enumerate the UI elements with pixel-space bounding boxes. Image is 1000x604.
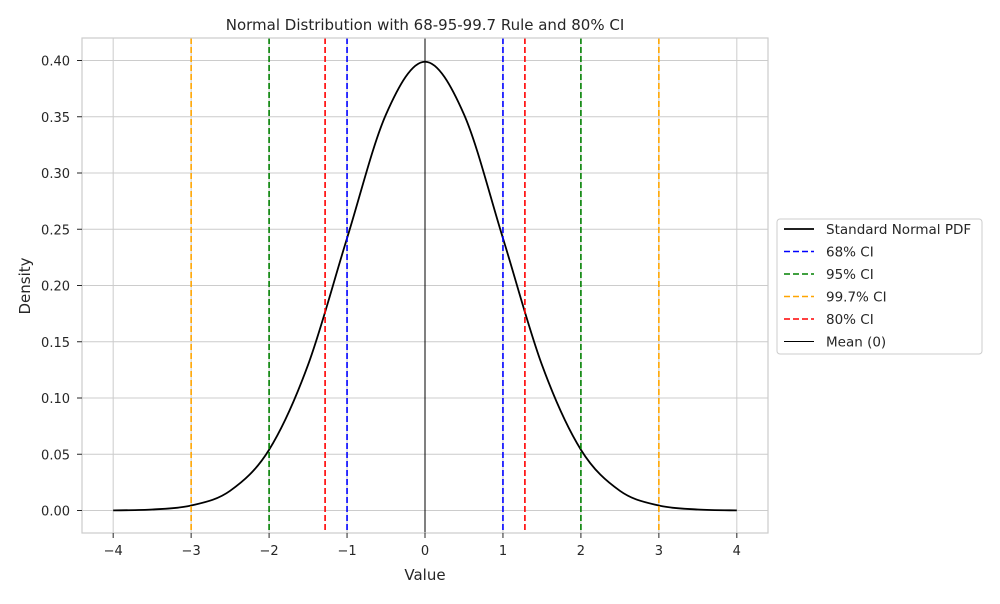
- x-tick-label: −2: [260, 544, 279, 559]
- y-tick-label: 0.40: [41, 55, 70, 70]
- legend-box: [776, 218, 983, 355]
- plot-marks: [113, 38, 737, 533]
- chart-title: Normal Distribution with 68-95-99.7 Rule…: [226, 16, 625, 34]
- x-tick-label: 4: [733, 544, 741, 559]
- x-tick-label: 3: [655, 544, 663, 559]
- y-axis-label: Density: [16, 257, 34, 314]
- legend-label: Standard Normal PDF: [826, 222, 971, 238]
- y-tick-label: 0.05: [41, 448, 70, 463]
- legend: Standard Normal PDF 68% CI 95% CI 99.7% CI 8…: [776, 218, 983, 355]
- y-tick-label: 0.10: [41, 392, 70, 407]
- legend-label: 95% CI: [826, 267, 874, 283]
- x-tick-label: 0: [421, 544, 429, 559]
- legend-label: Mean (0): [826, 335, 886, 351]
- x-tick-label: −4: [104, 544, 123, 559]
- y-tick-label: 0.30: [41, 167, 70, 182]
- y-tick-label: 0.20: [41, 280, 70, 295]
- x-tick-label: −3: [182, 544, 201, 559]
- legend-label: 68% CI: [826, 245, 874, 261]
- y-tick-label: 0.25: [41, 223, 70, 238]
- x-tick-label: −1: [337, 544, 356, 559]
- y-tick-label: 0.15: [41, 336, 70, 351]
- y-axis-ticks: 0.00 0.05 0.10 0.15 0.20 0.25 0.30 0.35 0.40: [41, 55, 82, 520]
- y-tick-label: 0.00: [41, 505, 70, 520]
- y-tick-label: 0.35: [41, 111, 70, 126]
- legend-label: 80% CI: [826, 312, 874, 328]
- x-tick-label: 2: [577, 544, 585, 559]
- x-tick-label: 1: [499, 544, 507, 559]
- x-axis-ticks: −4 −3 −2 −1 0 1 2 3 4: [104, 533, 741, 559]
- legend-label: 99.7% CI: [826, 290, 887, 306]
- x-axis-label: Value: [404, 566, 445, 584]
